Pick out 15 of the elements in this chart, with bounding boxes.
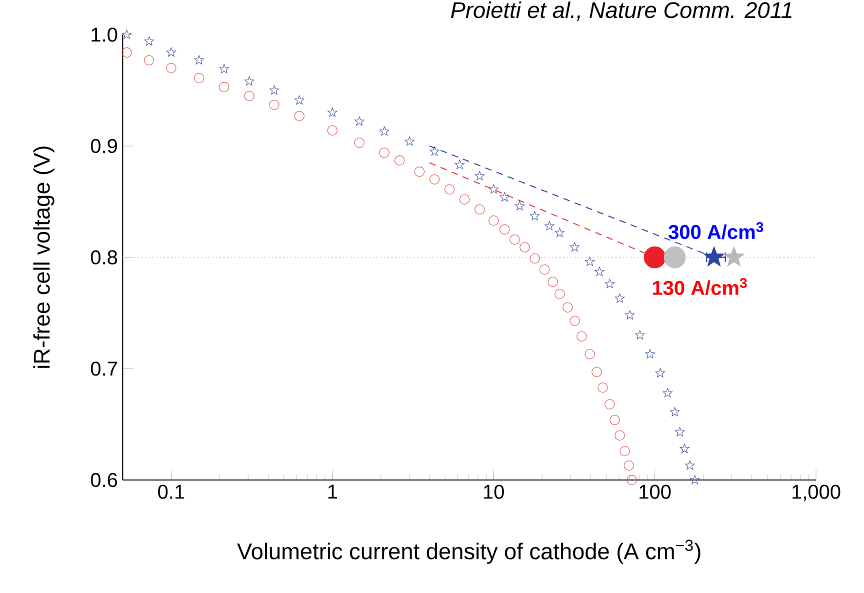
x-tick-label: 100 <box>640 484 671 499</box>
y-tick-label: 0.6 <box>90 472 118 488</box>
y-tick-label: 0.7 <box>90 362 117 376</box>
y-tick-label: 1.0 <box>92 28 118 42</box>
y-axis-title: iR-free cell voltage (V) <box>33 146 54 368</box>
x-tick-label: 1 <box>328 484 337 498</box>
x-axis-title: Volumetric current density of cathode (A cm$^{−3}$) <box>237 540 700 564</box>
annotation: 300 A/cm$^{3}$ <box>668 222 764 240</box>
text: Proietti et al., Nature Comm. 2011 <box>451 2 792 21</box>
y-tick-label: 0.9 <box>90 138 117 154</box>
x-tick-label: 0.1 <box>158 484 184 499</box>
y-tick-label: 0.8 <box>90 250 118 264</box>
annotation: 130 A/cm$^{3}$ <box>652 278 747 296</box>
x-tick-label: 1,000 <box>792 484 840 502</box>
x-tick-label: 10 <box>484 484 504 499</box>
